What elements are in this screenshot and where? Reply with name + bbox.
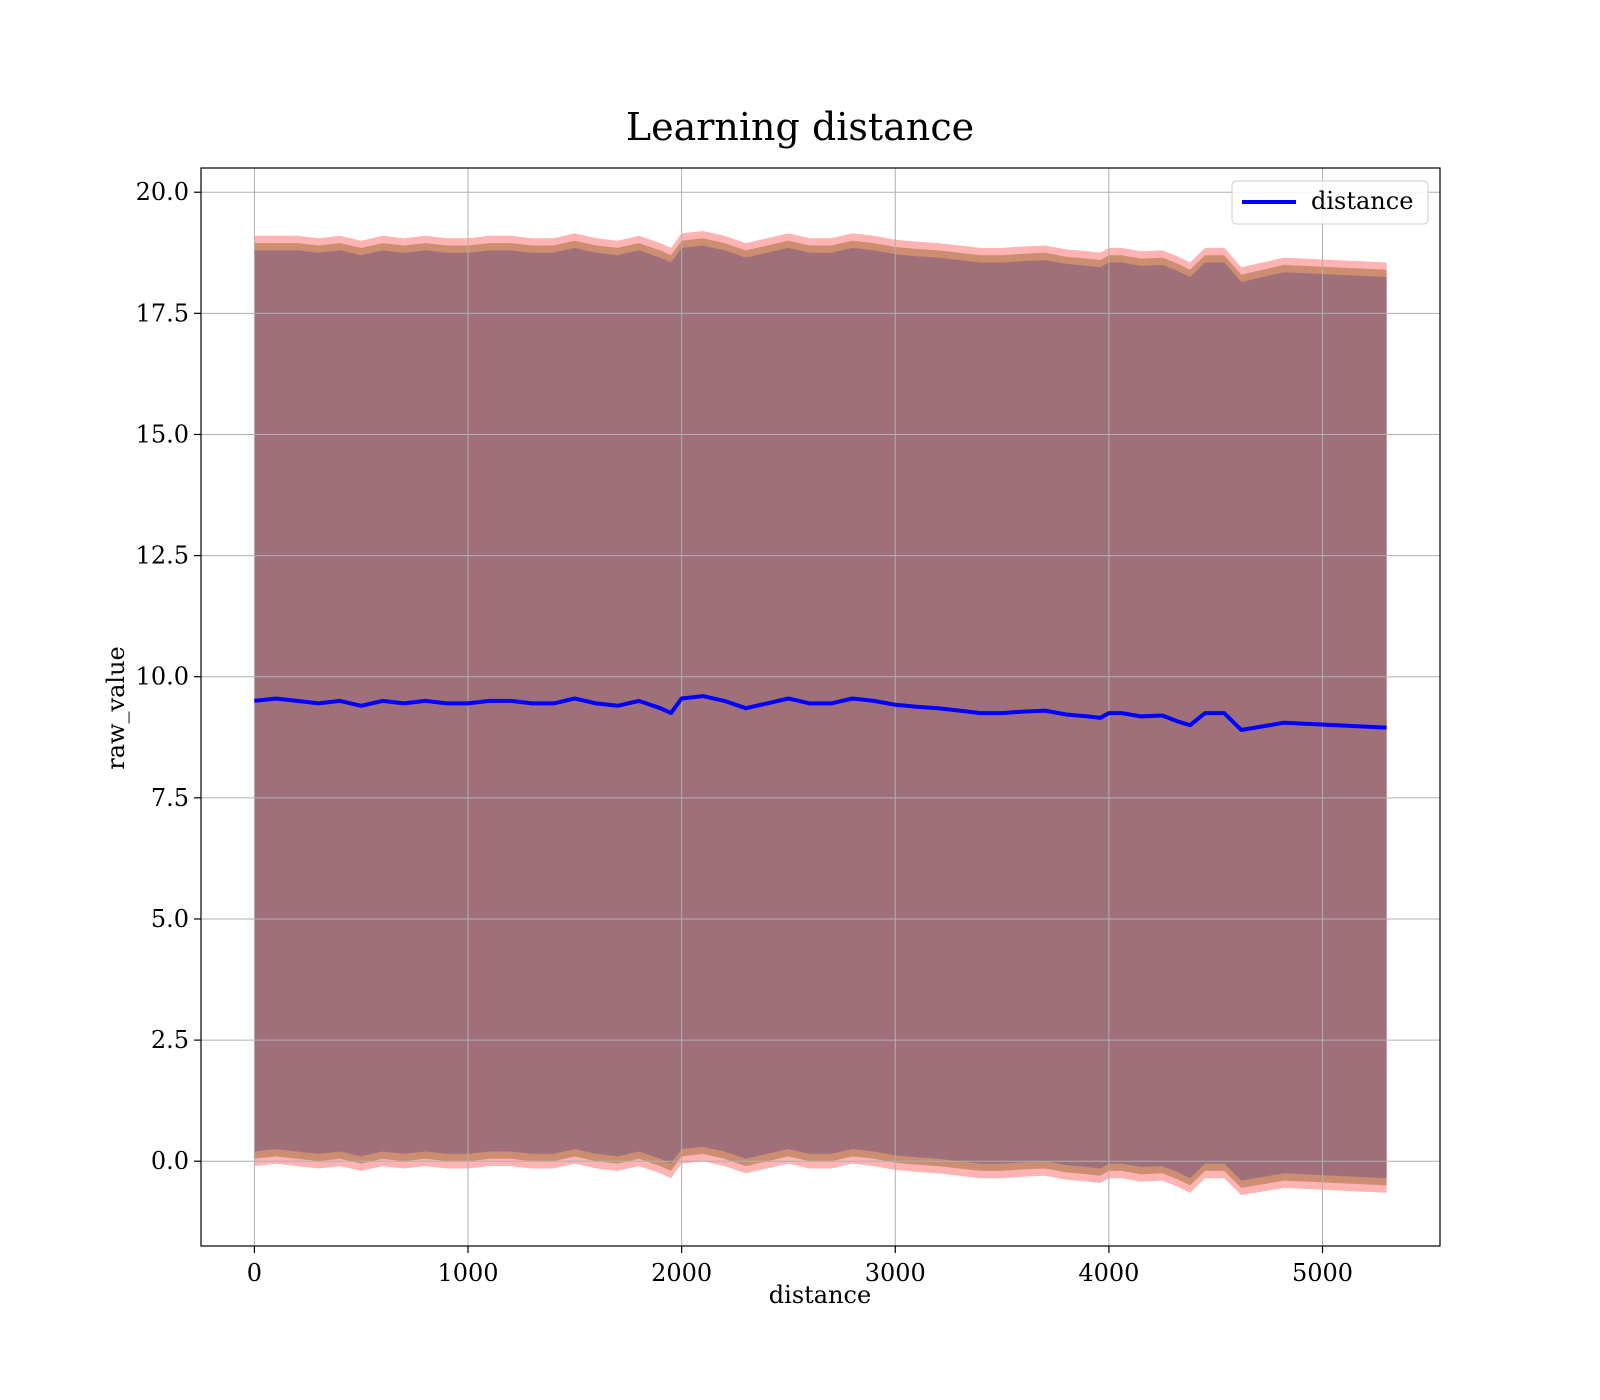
x-tick-label: 5000 [1292, 1259, 1353, 1287]
y-tick-label: 2.5 [151, 1026, 189, 1054]
series-line-distance [254, 694, 1387, 732]
y-tick-label: 7.5 [151, 784, 189, 812]
series-lines [254, 694, 1387, 732]
legend-entry-distance: distance [1311, 187, 1413, 215]
chart-title: Learning distance [626, 105, 974, 149]
x-axis-label: distance [769, 1281, 871, 1309]
plot-frame [200, 167, 1441, 1247]
grid-lines [201, 168, 1440, 1246]
legend-box [1231, 180, 1429, 225]
y-tick-label: 15.0 [136, 420, 189, 448]
plot-area [200, 167, 1441, 1247]
y-axis-ticks: 0.0 2.5 5.0 7.5 10.0 12.5 15.0 17.5 20.0 [136, 178, 201, 1175]
confidence-band-3 [254, 245, 1387, 1181]
y-tick-label: 20.0 [136, 178, 189, 206]
x-tick-label: 3000 [865, 1259, 926, 1287]
x-tick-label: 0 [247, 1259, 262, 1287]
x-tick-label: 2000 [651, 1259, 712, 1287]
x-axis-ticks: 0 1000 2000 3000 4000 5000 [247, 1246, 1353, 1287]
y-tick-label: 10.0 [136, 663, 189, 691]
y-tick-label: 17.5 [136, 299, 189, 327]
y-tick-label: 12.5 [136, 542, 189, 570]
confidence-bands [254, 231, 1387, 1196]
y-axis-label: raw_value [102, 646, 130, 770]
y-tick-label: 0.0 [151, 1147, 189, 1175]
x-tick-label: 4000 [1078, 1259, 1139, 1287]
legend: distance [1231, 180, 1429, 225]
x-tick-label: 1000 [437, 1259, 498, 1287]
y-tick-label: 5.0 [151, 905, 189, 933]
